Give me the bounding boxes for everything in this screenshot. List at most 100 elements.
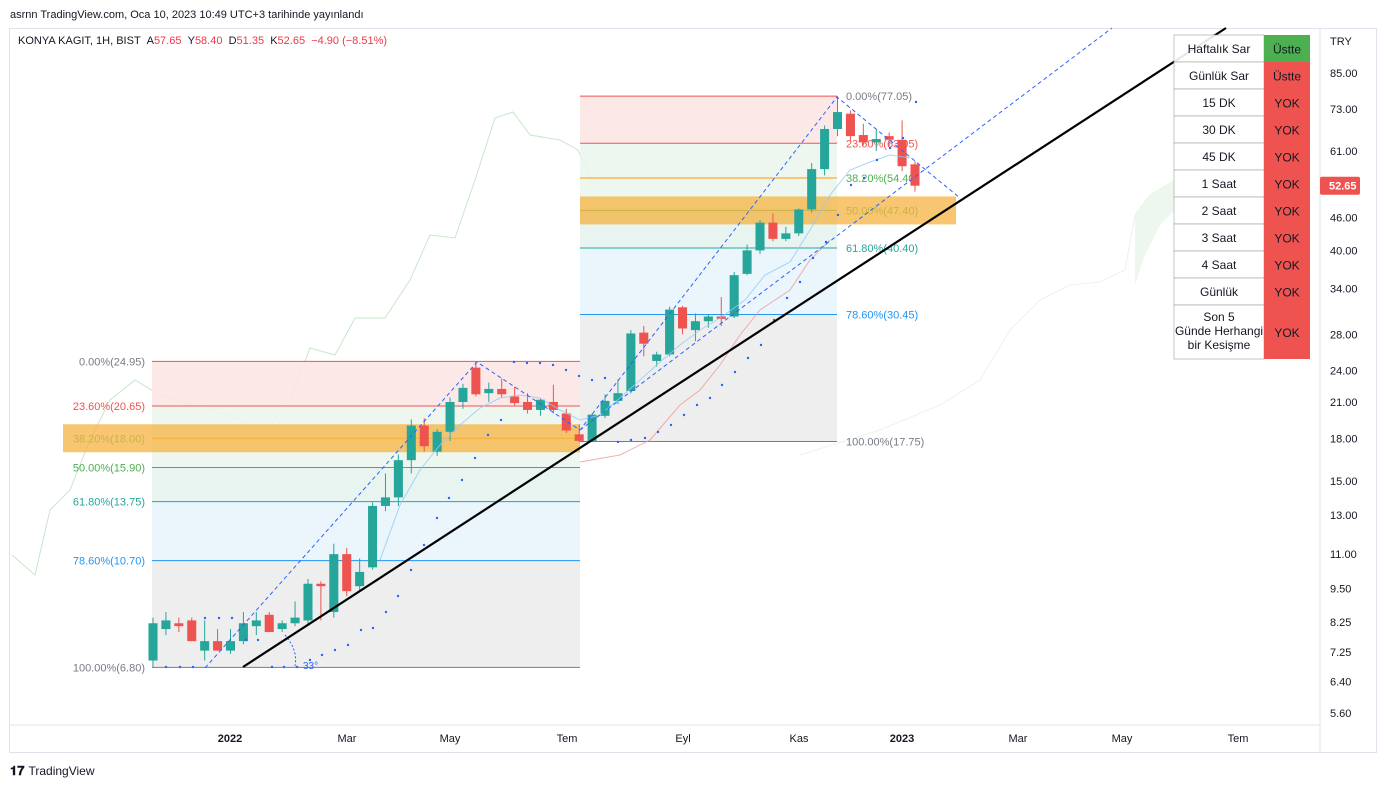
sar-dot [759, 343, 763, 347]
table-label-cell [1173, 61, 1265, 90]
fib-zone [152, 560, 580, 668]
fib-level-label: 0.00%(77.05) [846, 91, 912, 103]
candle-body [897, 139, 907, 167]
time-tick-label: 2023 [890, 733, 914, 745]
candle-body [832, 112, 843, 129]
table-value-cell [1264, 197, 1310, 224]
last-price-label: 52.65 [1329, 181, 1357, 193]
sar-dot [384, 610, 388, 614]
candle-body [406, 425, 416, 461]
sar-dot [616, 440, 620, 444]
candle-body [871, 139, 881, 143]
price-tick-label: 6.40 [1330, 677, 1351, 689]
sar-dot [603, 376, 607, 380]
sar-dot [422, 543, 426, 547]
fib-zone [152, 467, 580, 502]
table-value-text: YOK [1274, 232, 1299, 246]
candle-body [858, 135, 868, 143]
table-value-text: YOK [1274, 124, 1299, 138]
symbol-legend: KONYA KAGIT, 1H, BIST A57.65 Y58.40 D51.… [18, 35, 387, 47]
sar-dot [629, 438, 633, 442]
table-label-cell [1173, 196, 1265, 225]
chart-frame[interactable] [9, 28, 1377, 753]
candle-body [523, 401, 533, 410]
sar-dot [849, 183, 853, 187]
candle-body [574, 434, 584, 441]
sar-dot [435, 516, 439, 520]
sar-dot [577, 374, 581, 378]
sar-dot [499, 418, 503, 422]
candle-body [587, 414, 597, 441]
sar-dot [164, 665, 168, 669]
support-trendline [242, 27, 1227, 668]
angle-label: 33° [303, 661, 318, 672]
sar-dot [836, 213, 840, 217]
table-value-cell [1264, 224, 1310, 251]
time-tick-label: May [440, 733, 461, 745]
candle-body [600, 400, 610, 416]
sar-dot [914, 100, 918, 104]
table-value-text: YOK [1274, 205, 1299, 219]
candle-body [484, 388, 494, 394]
sar-dot [746, 356, 750, 360]
table-value-cell [1264, 305, 1310, 359]
sar-dot [217, 616, 221, 620]
sar-dot [447, 496, 451, 500]
sar-dot [564, 368, 568, 372]
open-value: 57.65 [153, 35, 182, 47]
candle-body [613, 393, 623, 401]
candle-body [329, 554, 339, 613]
sar-dot [308, 658, 312, 662]
footer: 𝟏𝟕 TradingView [10, 763, 95, 779]
table-label-text: 2 Saat [1202, 204, 1237, 218]
candle-body [781, 233, 791, 239]
sar-dot [720, 383, 724, 387]
sar-dot [811, 256, 815, 260]
sar-dot [244, 638, 248, 642]
sar-dot [396, 594, 400, 598]
fib-zone [580, 96, 837, 144]
table-value-text: YOK [1274, 286, 1299, 300]
table-label-cell [1173, 277, 1265, 306]
fib-level-label: 0.00%(24.95) [79, 356, 145, 368]
candle-body [690, 321, 700, 331]
fib-level-label: 61.80%(40.40) [846, 243, 918, 255]
price-tick-label: 8.25 [1330, 617, 1351, 629]
candle-body [238, 623, 248, 642]
table-label-text: 4 Saat [1202, 258, 1237, 272]
fib-zone [152, 361, 580, 406]
price-tick-label: 21.00 [1330, 397, 1358, 409]
candle-body [251, 620, 261, 627]
price-tick-label: 73.00 [1330, 104, 1358, 116]
table-label-text: 45 DK [1202, 150, 1235, 164]
fib-level-label: 78.60%(30.45) [846, 310, 918, 322]
highlight-band [580, 196, 956, 225]
sar-dot [359, 628, 363, 632]
sar-dot [901, 136, 905, 140]
tradingview-logo-icon: 𝟏𝟕 [10, 763, 25, 778]
sar-dot [551, 363, 555, 367]
sar-dot [785, 296, 789, 300]
price-tick-label: 28.00 [1330, 329, 1358, 341]
table-label-text: Günde Herhangi [1175, 324, 1263, 338]
price-tick-label: 46.00 [1330, 212, 1358, 224]
table-label-cell [1173, 223, 1265, 252]
fib-level-label: 38.20%(54.40) [846, 173, 918, 185]
sar-dot [733, 370, 737, 374]
fib-level-label: 61.80%(13.75) [73, 497, 145, 509]
sar-dot [669, 423, 673, 427]
sar-dot [295, 665, 299, 669]
table-label-text: 15 DK [1202, 96, 1235, 110]
candle-body [393, 460, 403, 498]
change-value: −4.90 (−8.51%) [311, 35, 388, 47]
table-label-text: bir Kesişme [1188, 338, 1251, 352]
footer-brand: TradingView [28, 764, 95, 778]
candles-layer [148, 96, 920, 668]
price-tick-label: 7.25 [1330, 647, 1351, 659]
sar-dot [708, 396, 712, 400]
candle-body [794, 209, 804, 234]
trend-layer: 33° [164, 27, 1227, 672]
price-tick-label: 15.00 [1330, 476, 1358, 488]
table-value-cell [1264, 89, 1310, 116]
